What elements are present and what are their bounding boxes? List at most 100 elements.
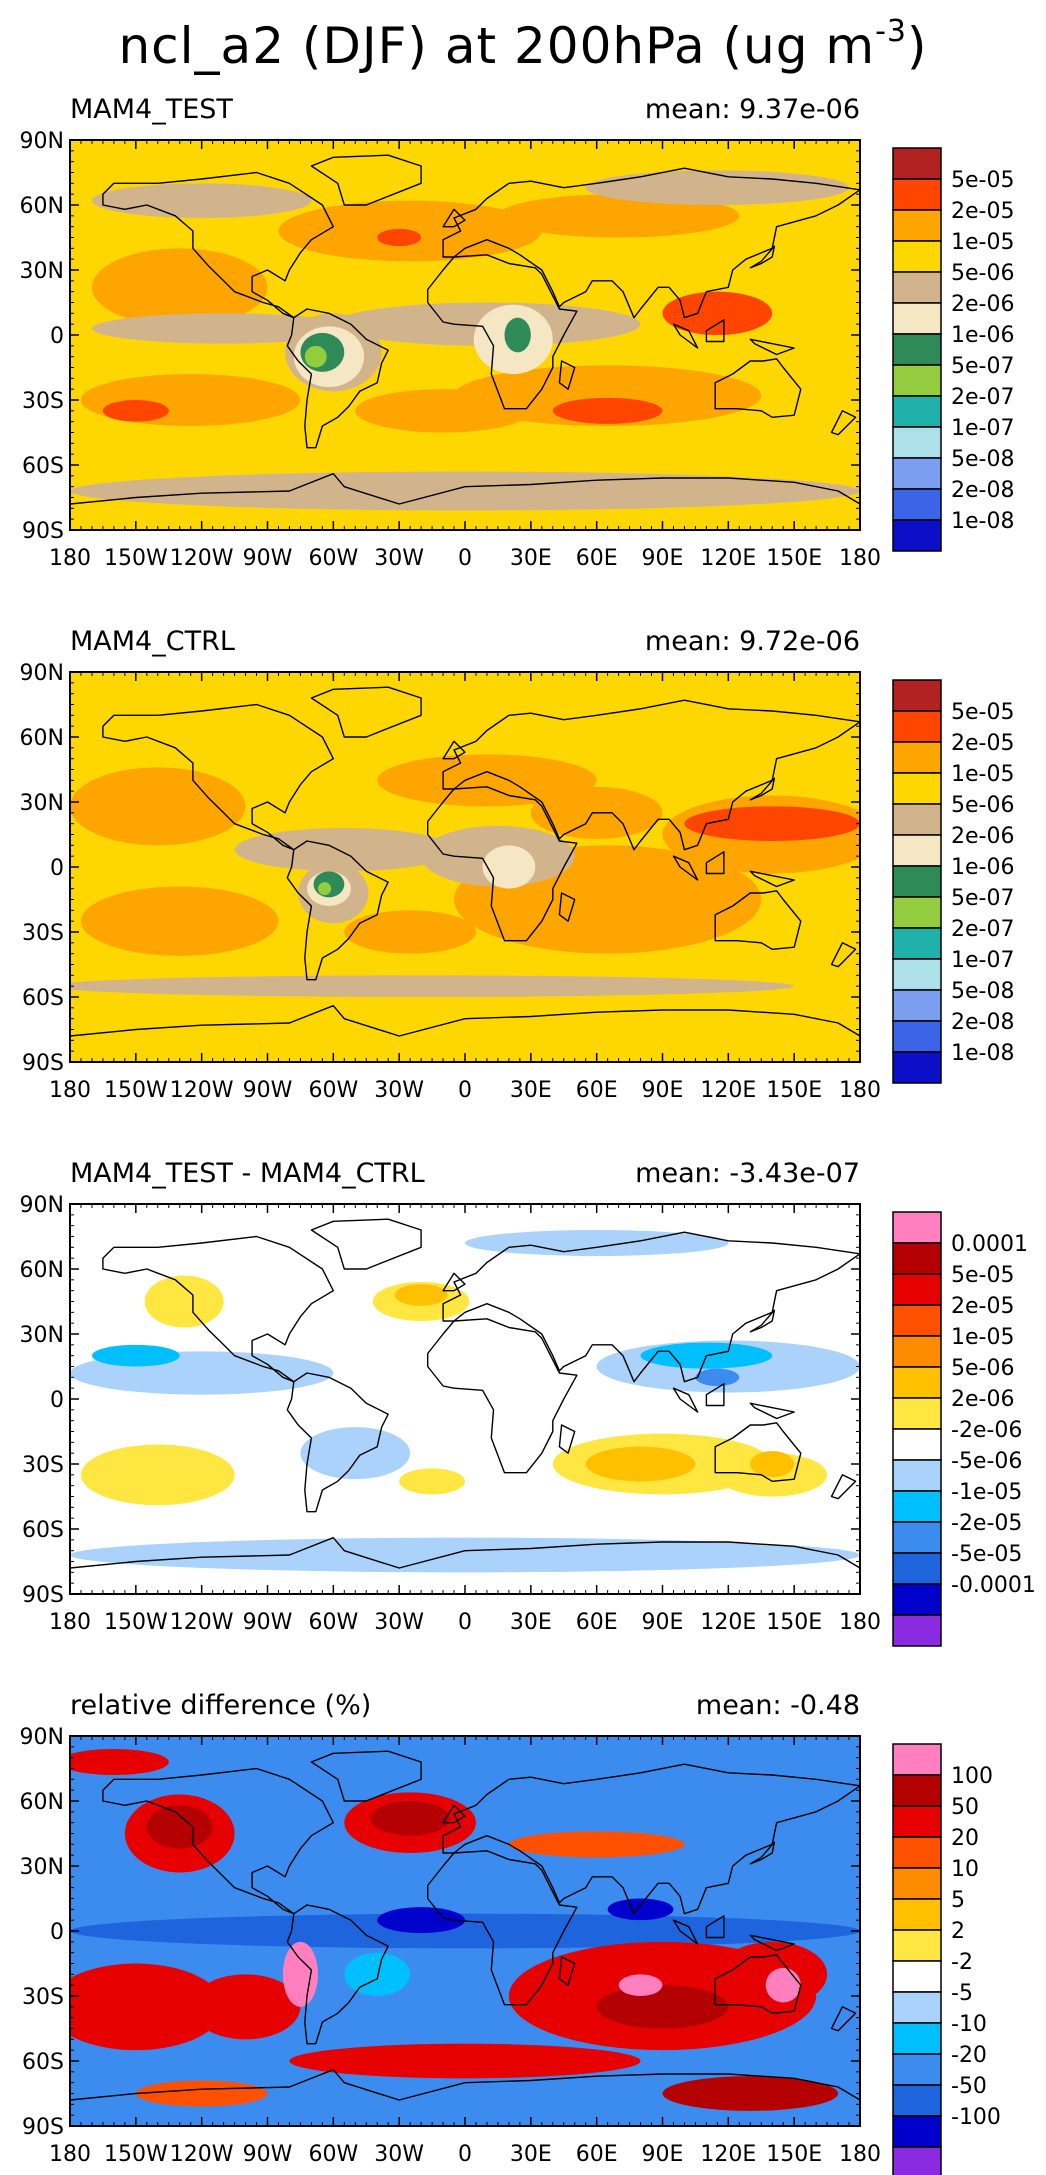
x-tick-label: 120E [700, 1078, 756, 1103]
coastline [286, 1904, 389, 2045]
y-tick-label: 30N [20, 1855, 64, 1880]
figure-title: ncl_a2 (DJF) at 200hPa (ug m-3) [118, 14, 928, 75]
x-tick-label: 60E [576, 2142, 618, 2167]
coastline [705, 1915, 725, 1939]
legend: 100 50 20 10 5 2 -2 -5 -10 -20 -50 -100 [892, 1743, 1001, 2175]
y-tick-label: 60N [20, 726, 64, 751]
coastline [310, 1750, 422, 1802]
legend-swatch [892, 457, 942, 490]
y-tick-label: 30S [22, 921, 64, 946]
legend-swatch [892, 426, 942, 459]
x-tick-label: 180 [49, 2142, 91, 2167]
x-tick-label: 90E [642, 2142, 684, 2167]
legend: 5e-05 2e-05 1e-05 5e-06 2e-06 1e-06 5e-07 2e-07… [892, 679, 1014, 1084]
y-tick-label: 60N [20, 194, 64, 219]
coastline [102, 171, 334, 319]
contour-region [146, 1805, 213, 1849]
legend-label: 5e-08 [951, 979, 1014, 1004]
legend-label: 1e-07 [951, 948, 1014, 973]
legend: 5e-05 2e-05 1e-05 5e-06 2e-06 1e-06 5e-07 2e-07… [892, 147, 1014, 552]
x-tick-label: 30E [510, 2142, 552, 2167]
x-tick-label: 60W [308, 2142, 358, 2167]
contour-region [585, 170, 850, 206]
legend-swatch [892, 1273, 942, 1306]
panel-2: MAM4_TEST - MAM4_CTRL mean: -3.43e-07 180 1… [20, 1158, 1036, 1647]
legend-label: -5e-06 [951, 1449, 1022, 1474]
legend-swatch [892, 1552, 942, 1585]
coastline [749, 1402, 795, 1420]
contour-region [289, 2043, 641, 2079]
y-tick-label: 30N [20, 1323, 64, 1348]
coastline [830, 942, 857, 968]
legend-label: -20 [951, 2043, 987, 2068]
legend-swatch [892, 1521, 942, 1554]
coastline [442, 1272, 466, 1292]
panel-title: relative difference (%) [70, 1690, 371, 1721]
legend-label: 2e-08 [951, 478, 1014, 503]
contour-region [695, 1368, 740, 1387]
legend-swatch [892, 1397, 942, 1430]
coastline [749, 1934, 795, 1952]
contour-region [662, 2076, 839, 2111]
x-tick-label: 180 [839, 2142, 881, 2167]
legend-swatch [892, 741, 942, 774]
coastline [70, 473, 860, 530]
coastline [705, 1383, 725, 1407]
panel-mean: mean: 9.72e-06 [645, 626, 860, 657]
legend-label: 20 [951, 1826, 979, 1851]
legend-swatch [892, 2022, 942, 2055]
legend-swatch [892, 1743, 942, 1776]
legend-label: 2e-06 [951, 1387, 1014, 1412]
contour-region [684, 806, 860, 842]
contour-field [70, 1204, 860, 1594]
legend-label: -2e-05 [951, 1511, 1022, 1536]
contour-region [750, 1451, 795, 1477]
legend-swatch [892, 1459, 942, 1492]
x-tick-label: 150W [104, 2142, 168, 2167]
contour-region [482, 845, 536, 889]
contour-region [377, 228, 422, 247]
x-tick-label: 30E [510, 1078, 552, 1103]
legend-label: 2e-07 [951, 385, 1014, 410]
contour-region [304, 345, 327, 368]
legend-swatch [892, 1242, 942, 1275]
legend-swatch [892, 958, 942, 991]
contour-region [102, 400, 169, 422]
x-tick-label: 60W [308, 1078, 358, 1103]
legend-swatch [892, 271, 942, 304]
legend-swatch [892, 1991, 942, 2024]
y-tick-label: 60S [22, 454, 64, 479]
contour-region [70, 767, 246, 846]
contour-region [552, 397, 663, 424]
legend-label: 2e-07 [951, 917, 1014, 942]
x-tick-label: 90W [243, 546, 293, 571]
y-tick-label: 30N [20, 791, 64, 816]
legend-label: 1e-07 [951, 416, 1014, 441]
legend-swatch [892, 1490, 942, 1523]
y-tick-label: 0 [50, 1388, 64, 1413]
coastline [672, 855, 699, 881]
coastline [286, 840, 389, 981]
legend-swatch [892, 1929, 942, 1962]
contour-region [80, 1444, 235, 1506]
coastline [705, 319, 725, 343]
legend-swatch [892, 333, 942, 366]
contour-region [377, 754, 597, 807]
coastline [102, 1767, 334, 1915]
contour-region [70, 1913, 860, 1949]
x-tick-label: 30E [510, 546, 552, 571]
coastline [102, 703, 334, 851]
x-tick-label: 180 [839, 1610, 881, 1635]
contour-region [607, 1898, 674, 1921]
panel-mean: mean: -3.43e-07 [635, 1158, 860, 1189]
legend-label: 1e-05 [951, 762, 1014, 787]
x-tick-label: 150E [766, 2142, 822, 2167]
y-tick-label: 60S [22, 2050, 64, 2075]
coastlines [70, 686, 860, 1062]
x-tick-label: 150W [104, 546, 168, 571]
coastline [442, 1763, 860, 1915]
legend-swatch [892, 1211, 942, 1244]
y-tick-label: 30S [22, 1985, 64, 2010]
coastline [442, 208, 466, 228]
legend-label: 10 [951, 1857, 979, 1882]
